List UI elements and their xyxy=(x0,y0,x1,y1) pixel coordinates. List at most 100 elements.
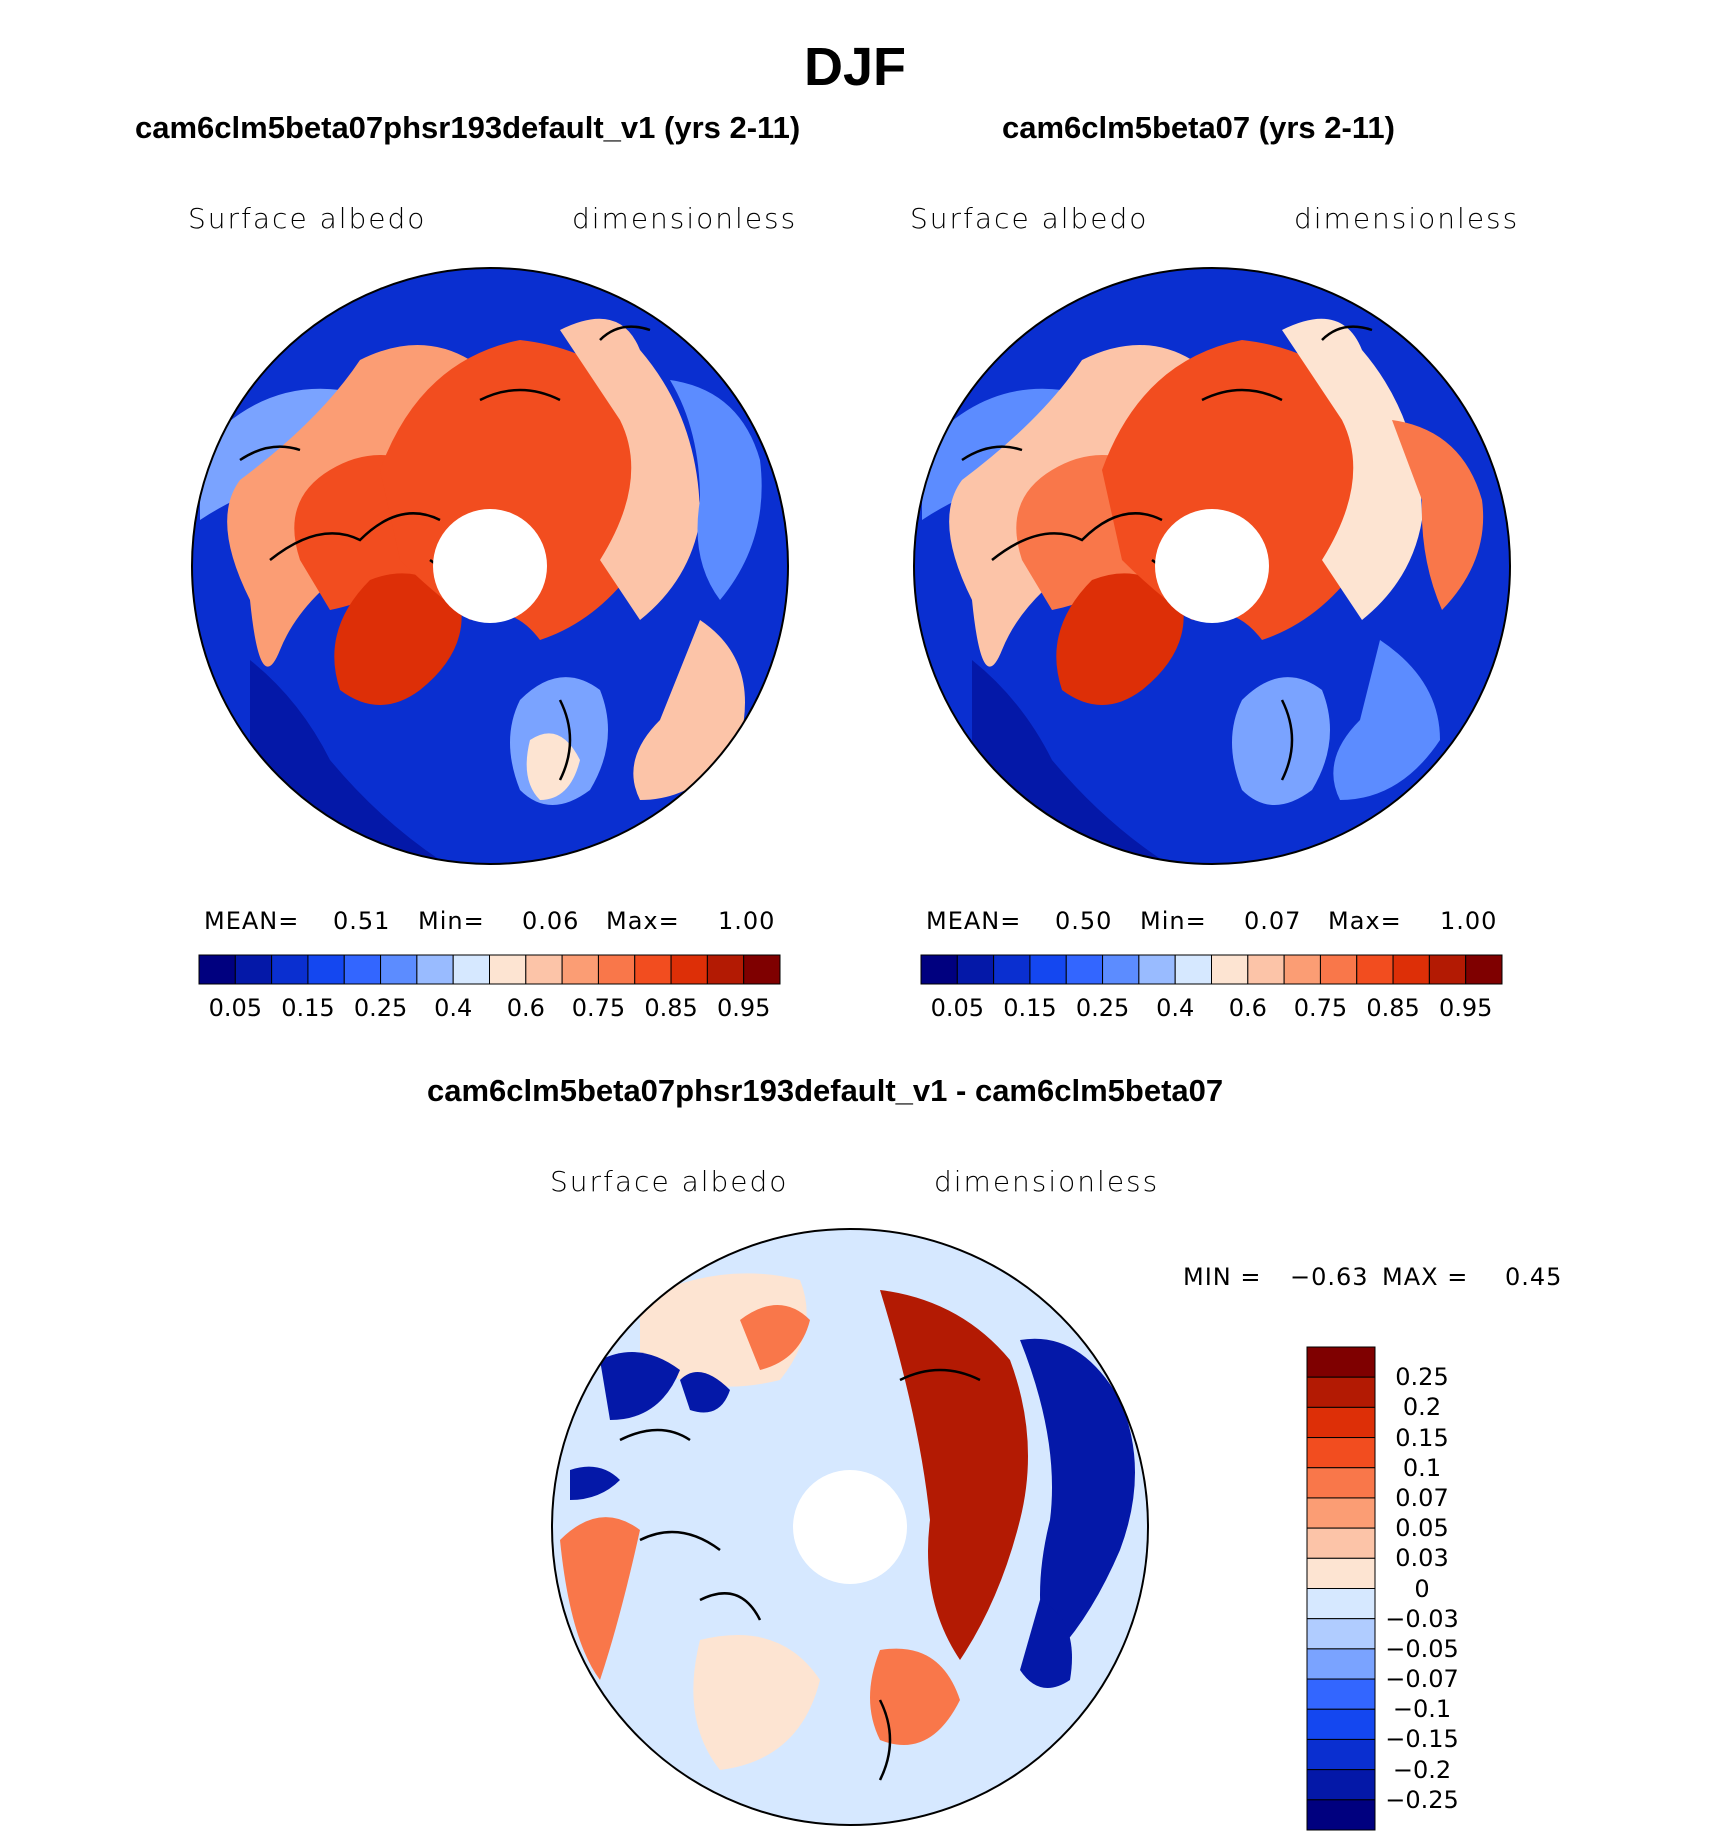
colorbar3-tick-label: −0.05 xyxy=(1385,1634,1459,1663)
colorbar3-swatch xyxy=(1306,1346,1376,1378)
colorbar3-tick-label: −0.2 xyxy=(1392,1755,1452,1784)
colorbar2-swatch xyxy=(1211,954,1249,985)
colorbar2-swatch xyxy=(1138,954,1176,985)
colorbar1-swatch xyxy=(706,954,745,985)
panel3-variable: Surface albedo xyxy=(550,1165,789,1198)
colorbar3-tick-label: 0.07 xyxy=(1395,1483,1449,1512)
map3-coastlines xyxy=(619,1368,981,1781)
panel2-mean-label: MEAN= xyxy=(926,907,1022,935)
colorbar2-tick-label: 0.6 xyxy=(1228,994,1267,1022)
colorbar3-tick-label: 0.15 xyxy=(1395,1423,1449,1452)
panel1-variable: Surface albedo xyxy=(188,202,427,235)
map1-region xyxy=(670,380,762,600)
colorbar2-swatch xyxy=(920,954,958,985)
panel2-min-label: Min= xyxy=(1140,907,1207,935)
colorbar1-swatch xyxy=(743,954,781,985)
colorbar2-swatch xyxy=(1465,954,1503,985)
colorbar3-swatch xyxy=(1306,1799,1376,1831)
panel3-max-value: 0.45 xyxy=(1505,1263,1563,1291)
colorbar2-swatch xyxy=(1356,954,1394,985)
colorbar1-swatch xyxy=(307,954,345,985)
colorbar3-swatch xyxy=(1306,1437,1376,1469)
panel1-units: dimensionless xyxy=(572,202,798,235)
colorbar1-tick-label: 0.15 xyxy=(281,994,335,1022)
panel2-units: dimensionless xyxy=(1294,202,1520,235)
panel2-min-value: 0.07 xyxy=(1244,907,1302,935)
colorbar3-tick-label: −0.03 xyxy=(1385,1604,1459,1633)
colorbar-panel1 xyxy=(198,954,781,985)
map2-region xyxy=(1333,640,1440,800)
map3-region xyxy=(693,1635,820,1770)
colorbar2-tick-label: 0.4 xyxy=(1156,994,1195,1022)
map3-region xyxy=(560,1517,640,1680)
colorbar2-tick-label: 0.85 xyxy=(1366,994,1420,1022)
colorbar1-tick-label: 0.95 xyxy=(716,994,771,1022)
colorbar2-swatch xyxy=(993,954,1031,985)
panel2-max-value: 1.00 xyxy=(1440,907,1498,935)
panel3-title: cam6clm5beta07phsr193default_v1 - cam6cl… xyxy=(427,1073,1224,1108)
map3-pole-hole xyxy=(793,1470,907,1584)
map3-region xyxy=(1020,1338,1135,1660)
colorbar3-tick-label: 0.2 xyxy=(1402,1393,1442,1422)
colorbar3-tick-label: −0.07 xyxy=(1385,1665,1459,1694)
colorbar-panel3 xyxy=(1306,1346,1376,1831)
colorbar2-swatch xyxy=(1392,954,1430,985)
map2-region xyxy=(1392,420,1484,610)
colorbar3-swatch xyxy=(1306,1769,1376,1801)
colorbar2-swatch xyxy=(1247,954,1285,985)
map3-region xyxy=(880,1290,1028,1660)
map2-region xyxy=(1282,318,1422,620)
panel2-mean-value: 0.50 xyxy=(1055,907,1113,935)
colorbar1-swatch xyxy=(271,954,309,985)
colorbar2-swatch xyxy=(1065,954,1104,985)
panel1-mean-value: 0.51 xyxy=(333,907,391,935)
colorbar1-swatch xyxy=(380,954,418,985)
colorbar2-swatch xyxy=(956,954,995,985)
colorbar1-tick-label: 0.75 xyxy=(571,994,626,1022)
map2-greenland xyxy=(1056,573,1184,705)
colorbar1-tick-label: 0.6 xyxy=(506,994,545,1022)
colorbar1-tick-label: 0.85 xyxy=(644,994,698,1022)
map3-region xyxy=(740,1305,810,1370)
colorbar3-swatch xyxy=(1306,1527,1376,1559)
colorbar1-swatch xyxy=(525,954,563,985)
panel1-min-value: 0.06 xyxy=(522,907,580,935)
colorbar3-tick-label: 0 xyxy=(1414,1574,1430,1603)
colorbar2-swatch xyxy=(1029,954,1067,985)
panel1-max-value: 1.00 xyxy=(718,907,776,935)
map3-region xyxy=(1020,1600,1072,1688)
panel3-min-value: −0.63 xyxy=(1290,1263,1369,1291)
colorbar2-tick-label: 0.75 xyxy=(1293,994,1348,1022)
map-panel3 xyxy=(552,1229,1148,1825)
colorbar3-tick-label: −0.25 xyxy=(1385,1785,1459,1814)
map1-greenland xyxy=(334,573,462,705)
colorbar3-tick-label: −0.1 xyxy=(1392,1695,1452,1724)
colorbar1-swatch xyxy=(343,954,382,985)
colorbar2-tick-label: 0.05 xyxy=(930,994,985,1022)
colorbar2-swatch xyxy=(1428,954,1467,985)
map1-region xyxy=(633,620,745,800)
colorbar2-swatch xyxy=(1319,954,1358,985)
colorbar2-swatch xyxy=(1102,954,1140,985)
colorbar3-tick-label: 0.1 xyxy=(1402,1453,1442,1482)
map1-pole-hole xyxy=(433,509,547,623)
colorbar3-swatch xyxy=(1306,1708,1376,1740)
colorbar3-swatch xyxy=(1306,1406,1376,1439)
panel1-max-label: Max= xyxy=(606,907,680,935)
colorbar2-tick-label: 0.15 xyxy=(1003,994,1057,1022)
colorbar1-swatch xyxy=(561,954,599,985)
map3-region xyxy=(870,1648,960,1745)
map2-region xyxy=(1232,677,1330,805)
colorbar1-tick-label: 0.4 xyxy=(434,994,473,1022)
colorbar2-swatch xyxy=(1283,954,1321,985)
map3-region xyxy=(570,1466,620,1500)
map3-region xyxy=(680,1372,730,1413)
panel2-title: cam6clm5beta07 (yrs 2-11) xyxy=(1002,110,1395,145)
panel2-max-label: Max= xyxy=(1328,907,1402,935)
map1-region xyxy=(526,733,580,800)
map3-border xyxy=(551,1228,1149,1826)
panel3-min-label: MIN = xyxy=(1183,1263,1262,1291)
map2-pole-hole xyxy=(1155,509,1269,623)
colorbar3-swatch xyxy=(1306,1738,1376,1771)
